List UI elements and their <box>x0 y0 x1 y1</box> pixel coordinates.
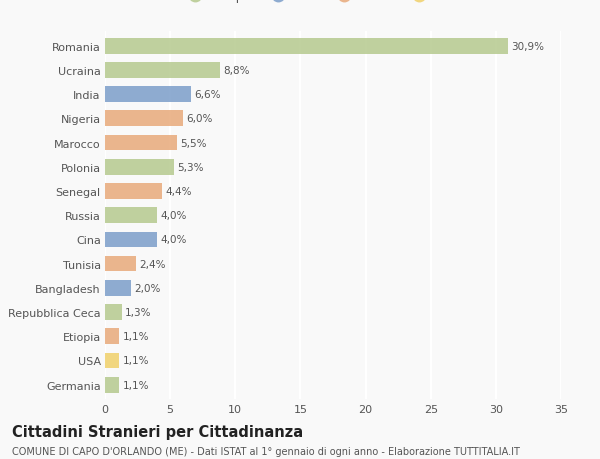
Text: COMUNE DI CAPO D'ORLANDO (ME) - Dati ISTAT al 1° gennaio di ogni anno - Elaboraz: COMUNE DI CAPO D'ORLANDO (ME) - Dati IST… <box>12 446 520 456</box>
Bar <box>105 232 157 248</box>
Bar <box>105 87 191 103</box>
Text: 4,4%: 4,4% <box>166 186 192 196</box>
Text: 4,0%: 4,0% <box>160 235 187 245</box>
Text: 2,0%: 2,0% <box>134 283 161 293</box>
Bar <box>105 63 220 78</box>
Text: 2,4%: 2,4% <box>140 259 166 269</box>
Bar <box>105 160 174 175</box>
Bar <box>105 280 131 296</box>
Bar <box>105 184 163 199</box>
Text: 1,1%: 1,1% <box>122 356 149 366</box>
Text: 6,0%: 6,0% <box>187 114 213 124</box>
Bar <box>105 329 119 344</box>
Text: 30,9%: 30,9% <box>511 42 544 51</box>
Text: 5,3%: 5,3% <box>178 162 204 173</box>
Text: 1,1%: 1,1% <box>122 380 149 390</box>
Text: 6,6%: 6,6% <box>194 90 221 100</box>
Bar <box>105 377 119 393</box>
Bar <box>105 256 136 272</box>
Bar <box>105 39 508 55</box>
Text: 1,3%: 1,3% <box>125 308 152 317</box>
Bar <box>105 304 122 320</box>
Bar <box>105 208 157 224</box>
Text: 1,1%: 1,1% <box>122 331 149 341</box>
Text: 5,5%: 5,5% <box>180 138 206 148</box>
Text: 8,8%: 8,8% <box>223 66 250 76</box>
Bar <box>105 111 183 127</box>
Text: Cittadini Stranieri per Cittadinanza: Cittadini Stranieri per Cittadinanza <box>12 425 303 440</box>
Bar <box>105 135 176 151</box>
Legend: Europa, Asia, Africa, America: Europa, Asia, Africa, America <box>183 0 483 3</box>
Bar <box>105 353 119 369</box>
Text: 4,0%: 4,0% <box>160 211 187 221</box>
